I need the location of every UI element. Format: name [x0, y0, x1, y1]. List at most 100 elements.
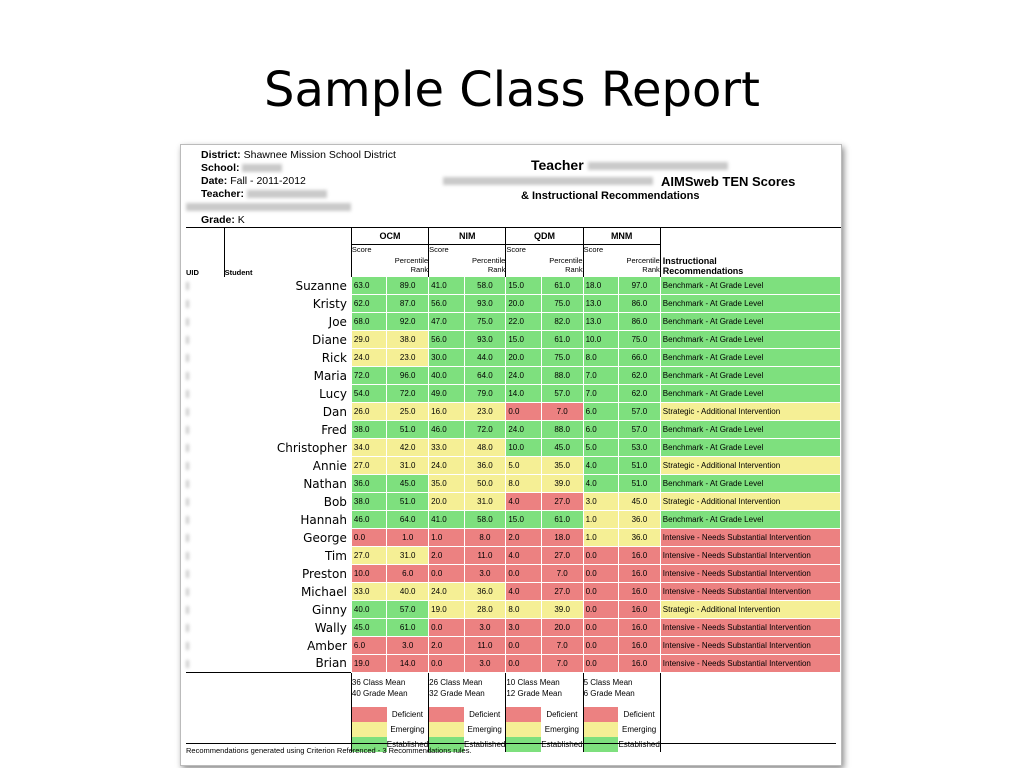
percentile-cell: 40.0: [386, 582, 430, 601]
percentile-cell: 58.0: [463, 276, 507, 295]
score-cell: 4.0: [505, 582, 542, 601]
score-sub-blank: [582, 254, 619, 277]
percentile-label-row: Percentile Rank Percentile Rank Percentile Ra…: [186, 254, 841, 277]
redacted-uid: [186, 425, 189, 434]
percentile-cell: 58.0: [463, 510, 507, 529]
teacher-label: Teacher:: [201, 188, 244, 200]
percentile-cell: 50.0: [463, 474, 507, 493]
percentile-cell: 48.0: [463, 438, 507, 457]
key-row-emerging: Emerging Emerging Emerging Emerging: [186, 722, 841, 737]
recommendation-cell: Benchmark - At Grade Level: [659, 438, 842, 457]
percentile-cell: 61.0: [386, 618, 430, 637]
score-cell: 46.0: [428, 420, 465, 439]
redacted-uid: [186, 281, 189, 290]
student-name: Preston: [301, 566, 347, 581]
score-cell: 4.0: [505, 492, 542, 511]
score-label: Score: [428, 244, 506, 254]
score-cell: 0.0: [582, 600, 619, 619]
date-label: Date:: [201, 175, 228, 187]
score-cell: 27.0: [350, 456, 388, 475]
percentile-cell: 57.0: [617, 420, 661, 439]
percentile-cell: 8.0: [463, 528, 507, 547]
key-label: Emerging: [467, 725, 502, 734]
percentile-cell: 3.0: [386, 636, 430, 655]
percentile-cell: 88.0: [540, 420, 584, 439]
means-rec-spacer: [659, 672, 841, 752]
percentile-cell: 39.0: [540, 474, 584, 493]
percentile-cell: 79.0: [463, 384, 507, 403]
aims-title: AIMSweb TEN Scores: [661, 174, 796, 189]
score-cell: 38.0: [350, 492, 388, 511]
percentile-cell: 23.0: [463, 402, 507, 421]
score-cell: 49.0: [428, 384, 465, 403]
percentile-cell: 51.0: [386, 420, 430, 439]
teacher-line: Teacher:: [201, 188, 327, 200]
percentile-cell: 88.0: [540, 366, 584, 385]
student-name: Rick: [321, 350, 347, 365]
score-cell: 46.0: [350, 510, 388, 529]
percentile-rank-label: Percentile Rank: [464, 254, 506, 277]
rank-label: Rank: [487, 265, 506, 274]
recommendation-cell: Benchmark - At Grade Level: [659, 312, 842, 331]
score-cell: 0.0: [505, 402, 542, 421]
percentile-cell: 45.0: [540, 438, 584, 457]
teacher-id-line: [186, 201, 351, 213]
percentile-cell: 62.0: [617, 366, 661, 385]
percentile-cell: 72.0: [386, 384, 430, 403]
grade-mean: 6 Grade Mean: [583, 689, 635, 698]
group-header-mnm: MNM: [582, 227, 661, 245]
table-row: Preston 10.0 6.0 0.0 3.0 0.0 7.0 0.0 16.0 Intensi…: [186, 564, 842, 583]
recommendation-cell: Intensive - Needs Substantial Interventi…: [659, 654, 842, 673]
score-cell: 1.0: [582, 510, 619, 529]
recommendation-cell: Benchmark - At Grade Level: [659, 366, 842, 385]
percentile-cell: 45.0: [617, 492, 661, 511]
recommendation-cell: Intensive - Needs Substantial Interventi…: [659, 546, 842, 565]
group-header-nim: NIM: [428, 227, 506, 245]
recommendation-cell: Strategic - Additional Intervention: [659, 402, 842, 421]
score-sub-blank: [428, 254, 464, 277]
score-cell: 62.0: [350, 294, 388, 313]
student-name: George: [303, 530, 347, 545]
percentile-cell: 75.0: [540, 294, 584, 313]
score-cell: 24.0: [505, 366, 542, 385]
percentile-cell: 51.0: [617, 474, 661, 493]
score-cell: 38.0: [350, 420, 388, 439]
uid-cell: [186, 601, 224, 619]
percentile-cell: 61.0: [540, 510, 584, 529]
recommendation-cell: Strategic - Additional Intervention: [659, 456, 842, 475]
percentile-cell: 75.0: [540, 348, 584, 367]
group-mean: 36 Class Mean 40 Grade Mean: [350, 672, 429, 707]
uid-cell: [186, 583, 224, 601]
percentile-cell: 16.0: [617, 636, 661, 655]
percentile-cell: 25.0: [386, 402, 430, 421]
score-cell: 41.0: [428, 510, 465, 529]
recommendation-cell: Strategic - Additional Intervention: [659, 600, 842, 619]
table-row: Fred 38.0 51.0 46.0 72.0 24.0 88.0 6.0 57.0 Bench…: [186, 420, 842, 439]
percentile-cell: 7.0: [540, 636, 584, 655]
score-cell: 47.0: [428, 312, 465, 331]
slide-title: Sample Class Report: [264, 62, 760, 118]
percentile-cell: 96.0: [386, 366, 430, 385]
percentile-cell: 87.0: [386, 294, 430, 313]
score-cell: 3.0: [582, 492, 619, 511]
score-cell: 24.0: [350, 348, 388, 367]
key-swatch: [350, 737, 387, 752]
score-cell: 14.0: [505, 384, 542, 403]
uid-cell: [186, 349, 224, 367]
score-cell: 4.0: [582, 456, 619, 475]
score-cell: 16.0: [428, 402, 465, 421]
scores-table: UID Student OCM NIM QDM MNM Score Score Score Sco…: [186, 227, 842, 752]
student-name: Diane: [312, 332, 347, 347]
redacted-uid: [186, 551, 189, 560]
redacted-uid: [186, 533, 189, 542]
score-label-row: Score Score Score Score Instructional Recomme…: [186, 244, 841, 277]
table-row: Kristy 62.0 87.0 56.0 93.0 20.0 75.0 13.0 86.0 Be…: [186, 294, 842, 313]
group-mean: 10 Class Mean 12 Grade Mean: [505, 672, 584, 707]
percentile-cell: 38.0: [386, 330, 430, 349]
redacted-uid: [186, 461, 189, 470]
score-cell: 6.0: [582, 420, 619, 439]
student-name: Brian: [315, 656, 347, 671]
redacted-uid: [186, 515, 189, 524]
rec-header: Instructional Recommendations: [659, 244, 841, 277]
percentile-cell: 6.0: [386, 564, 430, 583]
